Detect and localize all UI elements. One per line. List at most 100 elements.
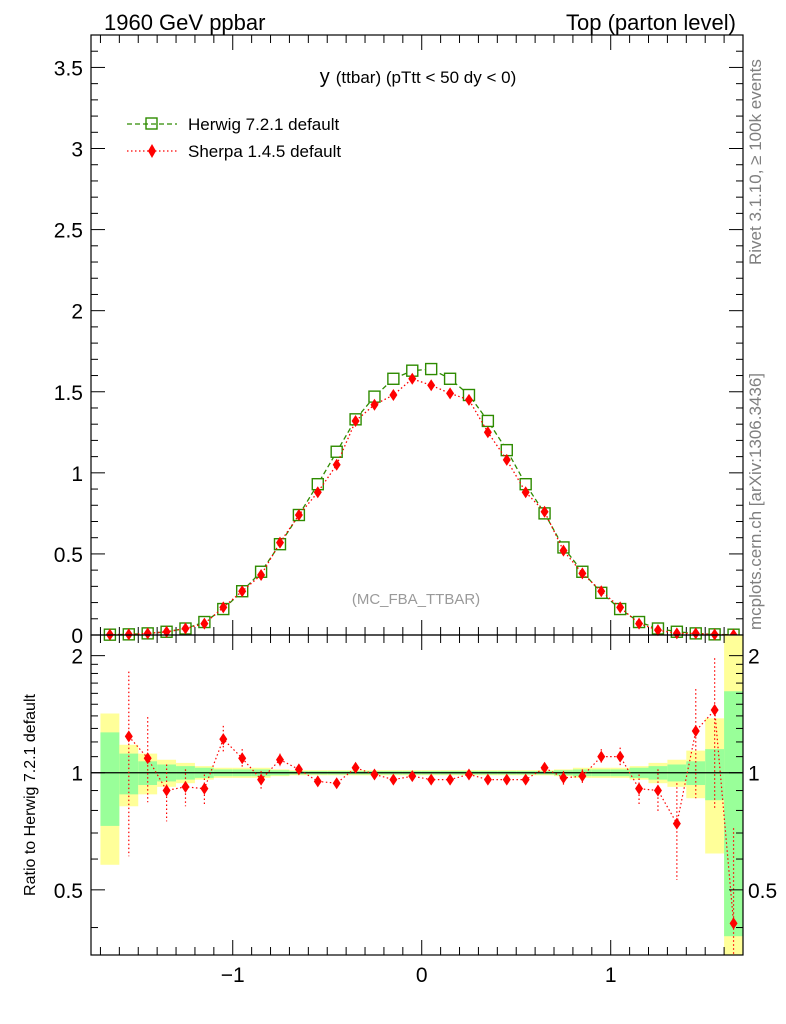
ratio-sherpa-point — [672, 817, 681, 830]
ratio-sherpa-point — [124, 730, 133, 743]
ratio-y-tick-label: 2 — [71, 646, 83, 669]
sherpa-point — [427, 379, 436, 392]
ratio-x-tick-label: 0 — [416, 964, 428, 987]
main-y-tick-label: 3.5 — [54, 57, 83, 80]
sherpa-point — [294, 509, 303, 521]
sherpa-point — [635, 617, 644, 630]
ratio-band-inner — [119, 753, 139, 795]
ratio-sherpa-point — [559, 771, 568, 784]
process-label: Top (parton level) — [566, 10, 736, 35]
ratio-sherpa-point — [332, 777, 341, 790]
herwig-point — [443, 372, 457, 385]
ratio-sherpa-point — [729, 917, 738, 930]
plot-title-rest: (ttbar) (pTtt < 50 dy < 0) — [336, 68, 516, 87]
legend-sherpa-marker — [148, 144, 156, 158]
sherpa-point — [124, 628, 133, 641]
ratio-sherpa-point — [483, 773, 492, 786]
ratio-band-inner — [100, 732, 120, 826]
main-y-tick-label: 0.5 — [54, 544, 83, 567]
sherpa-point — [672, 627, 681, 640]
ratio-sherpa-point — [389, 773, 398, 786]
sherpa-point — [238, 585, 247, 598]
sherpa-point — [597, 585, 606, 598]
main-panel: 0 0.5 1 1.5 2 2.5 3 3.5 y (ttbar) (pTtt < 50 dy … — [54, 34, 744, 648]
ratio-frame — [90, 634, 744, 956]
ratio-sherpa-point — [370, 768, 379, 781]
legend-herwig-marker — [145, 117, 158, 130]
sherpa-point — [540, 505, 549, 518]
sherpa-point — [143, 627, 152, 640]
herwig-point — [330, 445, 343, 458]
plot-title: y (ttbar) (pTtt < 50 dy < 0) — [320, 66, 516, 88]
sherpa-point — [616, 601, 625, 614]
main-y-tick-label: 2 — [71, 301, 83, 324]
sherpa-point — [559, 544, 568, 557]
sherpa-line — [109, 378, 734, 636]
ratio-sherpa-point — [502, 773, 511, 786]
ratio-sherpa-point — [616, 750, 625, 763]
sherpa-point — [389, 389, 398, 401]
ratio-sherpa-point — [635, 782, 644, 795]
rivet-version-label: Rivet 3.1.10, ≥ 100k events — [746, 59, 765, 265]
sherpa-point — [200, 617, 209, 630]
ratio-sherpa-point — [446, 773, 455, 786]
ratio-y-axis-label: Ratio to Herwig 7.2.1 default — [22, 694, 39, 896]
ratio-sherpa-point — [351, 761, 360, 774]
ratio-sherpa-point — [294, 763, 303, 776]
sherpa-point — [446, 387, 455, 400]
ratio-sherpa-point — [181, 780, 190, 793]
main-y-tick-labels: 0 0.5 1 1.5 2 2.5 3 3.5 — [54, 57, 83, 648]
ratio-sherpa-point — [540, 761, 549, 774]
ratio-y-tick-label: 0.5 — [54, 880, 83, 903]
sherpa-point — [483, 426, 492, 439]
legend: Herwig 7.2.1 default Sherpa 1.4.5 defaul… — [127, 115, 341, 161]
main-y-tick-label: 2.5 — [54, 220, 83, 243]
ratio-sherpa-point — [710, 703, 719, 716]
sherpa-point — [257, 569, 266, 581]
sherpa-point — [408, 372, 417, 385]
ratio-y-tick-label-right: 0.5 — [748, 880, 777, 903]
ratio-panel: 0.5 0.5 1 1 2 2 −1 0 1 Ratio to Herwig 7.2.1 de… — [22, 634, 777, 987]
ratio-x-tick-label: −1 — [221, 964, 245, 987]
ratio-sherpa-series — [124, 658, 738, 955]
ratio-x-tick-labels: −1 0 1 — [221, 964, 617, 987]
ratio-sherpa-point — [427, 773, 436, 786]
sherpa-point — [351, 414, 360, 427]
main-y-tick-label: 0 — [71, 625, 83, 648]
main-y-tick-label: 1 — [71, 463, 83, 486]
ratio-sherpa-point — [200, 782, 209, 795]
sherpa-point — [502, 453, 511, 466]
legend-herwig-label: Herwig 7.2.1 default — [188, 115, 339, 134]
ratio-sherpa-point — [313, 775, 322, 788]
sherpa-point — [370, 398, 379, 411]
main-y-tick-label: 1.5 — [54, 382, 83, 405]
sherpa-point — [275, 536, 284, 549]
main-y-tick-label: 3 — [71, 139, 83, 162]
main-axis-ticks — [91, 35, 744, 636]
ratio-y-tick-labels: 0.5 0.5 1 1 2 2 — [54, 646, 777, 903]
sherpa-point — [181, 622, 190, 635]
ratio-sherpa-line — [128, 708, 735, 924]
ratio-x-tick-label: 1 — [605, 964, 617, 987]
sherpa-point — [521, 486, 530, 499]
plot-title-main: y — [320, 66, 330, 88]
ratio-uncertainty-bands — [100, 635, 743, 955]
herwig-point — [424, 362, 438, 376]
ratio-y-tick-label: 1 — [71, 763, 83, 786]
sherpa-point — [313, 486, 322, 499]
legend-sherpa-label: Sherpa 1.4.5 default — [188, 142, 341, 161]
herwig-line — [109, 368, 734, 636]
ratio-sherpa-point — [521, 773, 530, 786]
ratio-sherpa-point — [257, 773, 266, 786]
sherpa-point — [332, 458, 341, 471]
ratio-sherpa-point — [275, 753, 284, 766]
ratio-sherpa-point — [219, 733, 228, 746]
ratio-sherpa-point — [464, 768, 473, 781]
ratio-sherpa-point — [597, 750, 606, 763]
mcplots-label: mcplots.cern.ch [arXiv:1306.3436] — [746, 373, 765, 630]
ratio-sherpa-point — [162, 784, 171, 797]
sherpa-point — [464, 393, 473, 406]
sherpa-series — [105, 372, 738, 641]
sherpa-point — [653, 624, 662, 637]
ratio-sherpa-point — [238, 752, 247, 765]
